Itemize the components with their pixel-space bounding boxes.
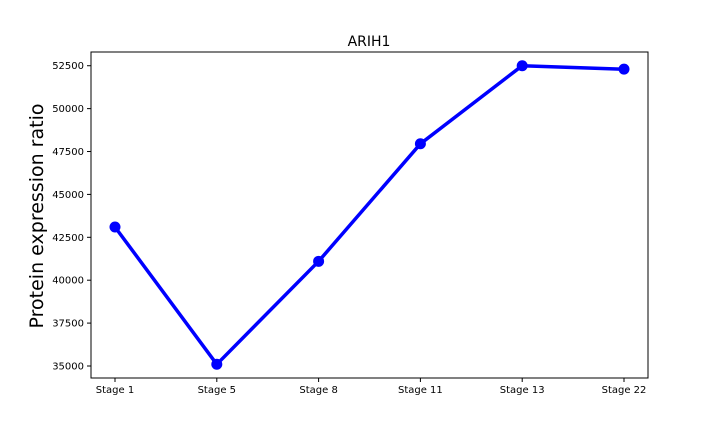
x-tick-label: Stage 22 <box>602 385 647 396</box>
y-tick-label: 50000 <box>52 104 84 115</box>
x-axis: Stage 1 Stage 5 Stage 8 Stage 11 Stage 13 Sta… <box>96 378 647 396</box>
data-point <box>313 255 325 267</box>
x-tick-label: Stage 1 <box>96 385 134 396</box>
y-tick-label: 47500 <box>52 147 84 158</box>
y-tick-label: 52500 <box>52 61 84 72</box>
data-point <box>109 221 121 233</box>
x-tick-label: Stage 8 <box>299 385 337 396</box>
series-layer <box>109 60 630 370</box>
y-tick-label: 37500 <box>52 319 84 330</box>
y-axis-label: Protein expression ratio <box>26 104 48 329</box>
data-point <box>211 358 223 370</box>
data-point <box>516 60 528 72</box>
y-tick-label: 45000 <box>52 190 84 201</box>
plot-frame <box>90 51 649 379</box>
data-point <box>618 63 630 75</box>
y-tick-label: 40000 <box>52 276 84 287</box>
y-tick-label: 35000 <box>52 361 84 372</box>
x-tick-label: Stage 5 <box>198 385 236 396</box>
x-tick-label: Stage 11 <box>398 385 443 396</box>
series-line <box>113 63 626 367</box>
x-tick-label: Stage 13 <box>500 385 545 396</box>
y-axis: 35000 37500 40000 42500 45000 47500 50000 52500 <box>52 61 91 372</box>
chart-title: ARIH1 <box>348 34 391 50</box>
data-point <box>414 138 426 150</box>
y-tick-label: 42500 <box>52 233 84 244</box>
